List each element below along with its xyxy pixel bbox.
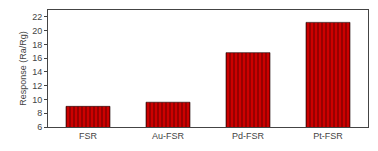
svg-text:22: 22 bbox=[32, 12, 42, 22]
svg-text:Response (Ra/Rg): Response (Ra/Rg) bbox=[18, 31, 28, 106]
svg-text:10: 10 bbox=[32, 95, 42, 105]
svg-text:Au-FSR: Au-FSR bbox=[152, 131, 185, 141]
svg-text:12: 12 bbox=[32, 81, 42, 91]
svg-text:16: 16 bbox=[32, 53, 42, 63]
svg-text:FSR: FSR bbox=[79, 131, 98, 141]
svg-text:Pt-FSR: Pt-FSR bbox=[313, 131, 343, 141]
svg-text:8: 8 bbox=[37, 108, 42, 118]
svg-text:18: 18 bbox=[32, 40, 42, 50]
svg-text:6: 6 bbox=[37, 122, 42, 132]
svg-text:20: 20 bbox=[32, 26, 42, 36]
svg-text:14: 14 bbox=[32, 67, 42, 77]
svg-text:Pd-FSR: Pd-FSR bbox=[232, 131, 265, 141]
